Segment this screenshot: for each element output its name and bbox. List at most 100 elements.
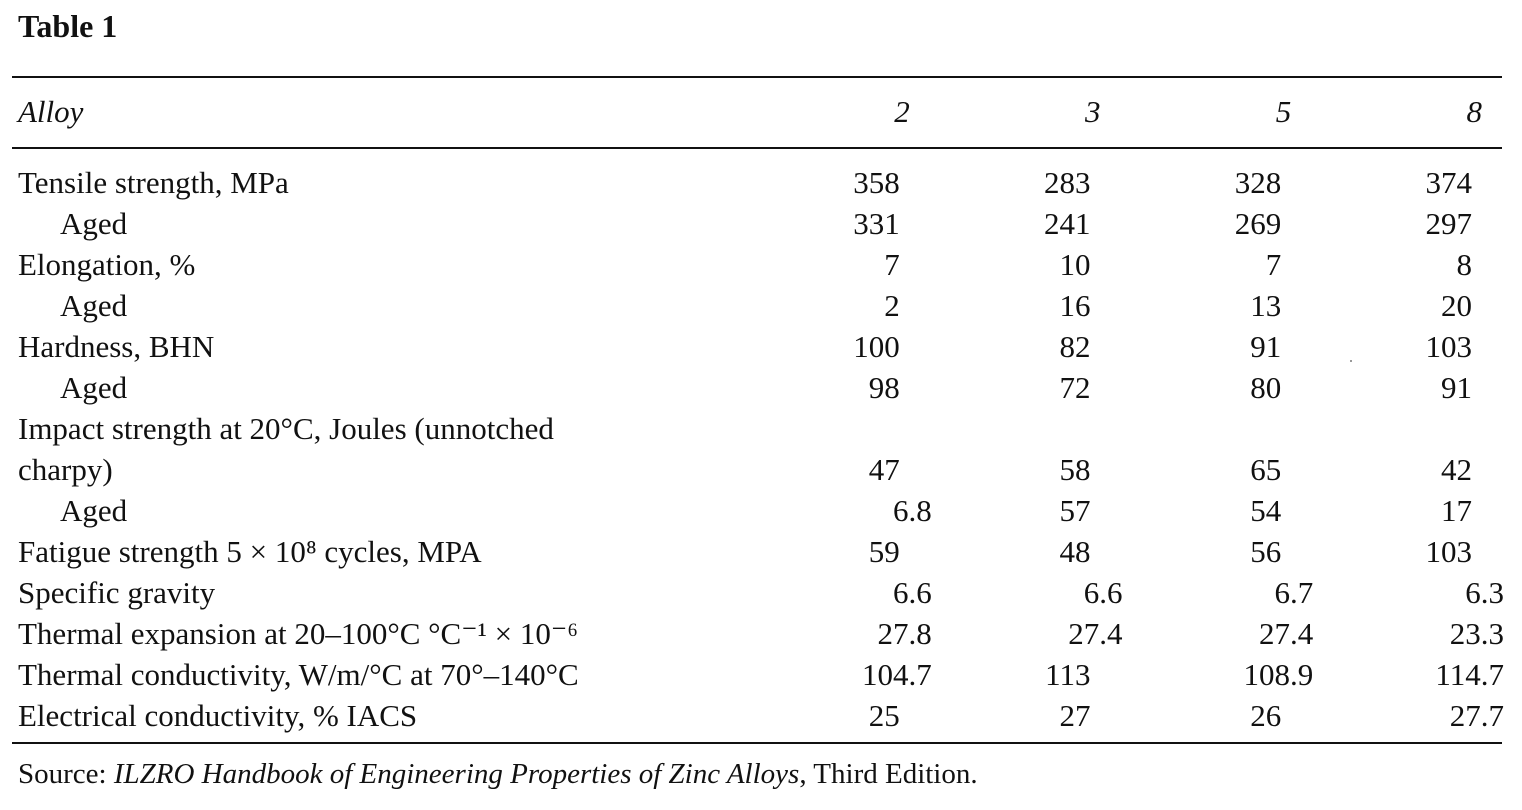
table-header-row: Alloy 2 3 5 8 [12,94,1504,150]
cell-alloy-5: 65 [1250,452,1282,487]
table-row: Fatigue strength 5 × 10⁸ cycles, MPA 59 48… [12,535,1504,576]
cell-alloy-5: 269 [1234,206,1282,241]
row-label: charpy) [18,452,113,487]
row-label: Elongation, % [18,247,196,282]
header-col-5: 5 [1275,94,1292,129]
cell-alloy-3: 58 [1059,452,1091,487]
cell-alloy-3: 241 [1043,206,1091,241]
source-suffix: , Third Edition. [799,758,978,790]
cell-alloy-3: 72 [1059,370,1091,405]
row-label: Hardness, BHN [18,329,215,364]
cell-alloy-5: 26 [1250,698,1282,733]
row-label: Specific gravity [18,575,216,610]
cell-alloy-8: 42 [1441,452,1472,487]
cell-alloy-8: 91 [1441,370,1472,405]
cell-alloy-3: 10 [1059,247,1091,282]
table-row: Aged 98 72 80 91 [12,371,1504,412]
cell-alloy-8: 23.3 [1449,616,1504,651]
cell-alloy-2: 7 [884,247,900,282]
cell-alloy-5: 27.4 [1258,616,1314,651]
table-row: Aged 331 241 269 297 [12,207,1504,248]
cell-alloy-5 [1122,412,1313,453]
cell-alloy-8: 114.7 [1435,657,1504,692]
cell-alloy-2: 6.8 [892,493,932,528]
cell-alloy-5: 91 [1250,329,1282,364]
source-prefix: Source: [18,758,114,790]
table-title: Table 1 [18,8,118,44]
table-row: Specific gravity 6.6 6.6 6.7 6.3 [12,576,1504,617]
cell-alloy-2: 27.8 [877,616,932,651]
cell-alloy-8 [1313,412,1504,453]
table-row: Aged 6.8 57 54 17 [12,494,1504,535]
table-body: Tensile strength, MPa 358 283 328 374 Aged 331… [12,150,1504,740]
cell-alloy-2 [741,412,932,453]
top-rule [12,76,1502,78]
cell-alloy-3: 27.4 [1068,616,1123,651]
cell-alloy-8: 103 [1425,329,1473,364]
table-row: Electrical conductivity, % IACS 25 27 26 27.… [12,699,1504,740]
table-row: Thermal conductivity, W/m/°C at 70°–140°… [12,658,1504,699]
table-row: Tensile strength, MPa 358 283 328 374 [12,150,1504,207]
cell-alloy-2: 100 [853,329,900,364]
cell-alloy-8: 297 [1425,206,1473,241]
cell-alloy-3: 27 [1059,698,1091,733]
scan-speck [1350,360,1352,362]
bottom-rule [12,742,1502,744]
row-label: Aged [60,370,128,405]
cell-alloy-3: 57 [1059,493,1091,528]
cell-alloy-8: 27.7 [1449,698,1504,733]
row-label: Aged [60,206,128,241]
cell-alloy-2: 331 [853,206,900,241]
row-label: Aged [60,288,128,323]
cell-alloy-5: 108.9 [1243,657,1314,692]
header-col-8: 8 [1466,94,1483,129]
cell-alloy-3 [932,412,1123,453]
cell-alloy-2: 98 [868,370,900,405]
header-col-3: 3 [1084,94,1101,129]
cell-alloy-3: 16 [1059,288,1091,323]
cell-alloy-5: 80 [1250,370,1282,405]
cell-alloy-2: 2 [884,288,900,323]
cell-alloy-5: 328 [1234,165,1282,200]
properties-table: Alloy 2 3 5 8 Tensile strength, MPa 358 28… [12,94,1504,740]
cell-alloy-3: 48 [1059,534,1091,569]
cell-alloy-2: 25 [868,698,900,733]
cell-alloy-2: 47 [868,452,900,487]
cell-alloy-2: 104.7 [861,657,932,692]
cell-alloy-2: 358 [853,165,900,200]
cell-alloy-5: 13 [1250,288,1282,323]
table-row: Elongation, % 7 10 7 8 [12,248,1504,289]
cell-alloy-2: 59 [868,534,900,569]
table-row: Aged 2 16 13 20 [12,289,1504,330]
row-label: Impact strength at 20°C, Joules (unnotch… [18,411,554,446]
row-label: Thermal conductivity, W/m/°C at 70°–140°… [18,657,579,692]
row-label: Tensile strength, MPa [18,165,289,200]
cell-alloy-8: 6.3 [1465,575,1504,610]
table-row: Impact strength at 20°C, Joules (unnotch… [12,412,1504,453]
cell-alloy-3: 283 [1043,165,1091,200]
cell-alloy-8: 17 [1441,493,1472,528]
source-title: ILZRO Handbook of Engineering Properties… [113,758,800,790]
cell-alloy-3: 113 [1045,657,1091,692]
row-label: Electrical conductivity, % IACS [18,698,418,733]
cell-alloy-5: 54 [1250,493,1282,528]
cell-alloy-3: 82 [1059,329,1091,364]
header-rule [12,147,1502,149]
header-alloy: Alloy [18,94,84,129]
cell-alloy-8: 103 [1425,534,1473,569]
row-label: Aged [60,493,128,528]
cell-alloy-5: 7 [1265,247,1282,282]
table-row: Hardness, BHN 100 82 91 103 [12,330,1504,371]
cell-alloy-5: 6.7 [1274,575,1314,610]
cell-alloy-5: 56 [1250,534,1282,569]
cell-alloy-2: 6.6 [892,575,932,610]
header-col-2: 2 [894,94,910,129]
source-note: Source: ILZRO Handbook of Engineering Pr… [18,758,978,791]
table-row: charpy) 47 58 65 42 [12,453,1504,494]
row-label: Fatigue strength 5 × 10⁸ cycles, MPA [18,534,482,569]
cell-alloy-3: 6.6 [1083,575,1123,610]
cell-alloy-8: 20 [1441,288,1472,323]
cell-alloy-8: 374 [1425,165,1473,200]
table-row: Thermal expansion at 20–100°C °C⁻¹ × 10⁻… [12,617,1504,658]
cell-alloy-8: 8 [1456,247,1473,282]
